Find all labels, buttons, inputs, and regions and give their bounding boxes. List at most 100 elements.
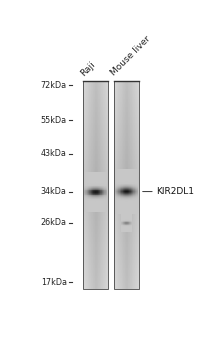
Bar	[83, 250, 84, 252]
Bar	[119, 172, 120, 173]
Bar	[131, 198, 132, 201]
Bar	[131, 195, 132, 198]
Bar	[104, 198, 105, 200]
Bar	[124, 211, 125, 212]
Bar	[138, 89, 139, 91]
Bar	[84, 192, 85, 193]
Bar	[118, 172, 119, 174]
Bar	[87, 159, 88, 161]
Bar	[116, 226, 117, 229]
Bar	[86, 172, 87, 174]
Bar	[106, 184, 107, 185]
Bar	[117, 174, 118, 175]
Bar	[126, 250, 127, 252]
Bar	[137, 265, 138, 268]
Bar	[84, 221, 85, 224]
Bar	[84, 179, 85, 180]
Bar	[137, 247, 138, 250]
Bar	[107, 110, 108, 112]
Bar	[121, 107, 122, 110]
Bar	[136, 208, 137, 211]
Bar	[122, 177, 123, 178]
Bar	[115, 212, 116, 213]
Bar	[114, 107, 115, 110]
Bar	[128, 218, 129, 219]
Bar	[138, 117, 139, 120]
Bar	[96, 211, 97, 214]
Bar	[123, 81, 124, 84]
Bar	[128, 172, 129, 174]
Bar	[119, 242, 120, 245]
Bar	[93, 86, 94, 89]
Bar	[100, 286, 101, 289]
Bar	[137, 188, 138, 189]
Bar	[95, 181, 96, 182]
Bar	[116, 232, 117, 234]
Bar	[85, 91, 86, 94]
Bar	[134, 180, 135, 182]
Bar	[95, 110, 96, 112]
Bar	[125, 228, 126, 229]
Bar	[85, 208, 86, 209]
Bar	[130, 179, 131, 180]
Bar	[129, 170, 130, 171]
Bar	[95, 161, 96, 164]
Bar	[106, 237, 107, 239]
Bar	[137, 205, 138, 208]
Bar	[122, 107, 123, 110]
Bar	[91, 182, 92, 183]
Bar	[106, 210, 107, 211]
Bar	[130, 216, 131, 217]
Bar	[128, 154, 129, 156]
Bar	[119, 250, 120, 252]
Bar	[105, 195, 106, 198]
Bar	[87, 99, 88, 102]
Bar	[89, 234, 90, 237]
Bar	[91, 180, 92, 182]
Bar	[115, 232, 116, 234]
Bar	[135, 175, 136, 176]
Bar	[85, 214, 86, 216]
Bar	[106, 204, 107, 205]
Bar	[106, 250, 107, 252]
Bar	[130, 202, 131, 203]
Bar	[98, 202, 99, 203]
Bar	[131, 252, 132, 255]
Bar	[99, 81, 100, 84]
Bar	[87, 117, 88, 120]
Bar	[89, 208, 90, 211]
Bar	[138, 226, 139, 229]
Bar	[89, 178, 90, 179]
Bar	[119, 193, 120, 194]
Bar	[102, 156, 103, 159]
Bar	[86, 188, 87, 190]
Bar	[134, 170, 135, 171]
Bar	[84, 278, 85, 281]
Bar	[85, 191, 86, 192]
Bar	[121, 182, 122, 183]
Bar	[94, 245, 95, 247]
Bar	[118, 91, 119, 94]
Bar	[107, 148, 108, 151]
Bar	[130, 99, 131, 102]
Bar	[92, 97, 93, 99]
Bar	[92, 284, 93, 286]
Bar	[103, 224, 104, 226]
Bar	[94, 135, 95, 138]
Bar	[138, 115, 139, 117]
Bar	[122, 221, 123, 222]
Bar	[123, 180, 124, 182]
Bar	[84, 174, 85, 175]
Bar	[127, 205, 128, 208]
Bar	[123, 212, 124, 213]
Bar	[134, 99, 135, 102]
Bar	[129, 104, 130, 107]
Bar	[123, 216, 124, 218]
Bar	[127, 104, 128, 107]
Bar	[123, 133, 124, 135]
Bar	[124, 228, 125, 229]
Bar	[95, 247, 96, 250]
Bar	[118, 183, 119, 184]
Bar	[125, 234, 126, 237]
Bar	[131, 232, 132, 234]
